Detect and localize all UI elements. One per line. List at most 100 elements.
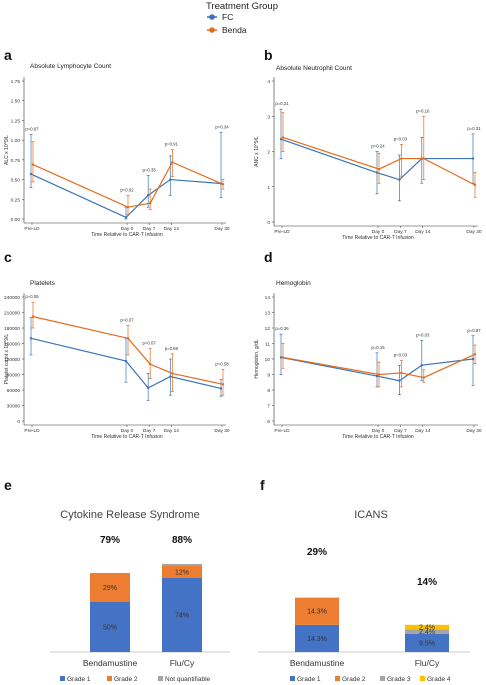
p-value-annotation: p=0.03 xyxy=(394,136,408,141)
data-point xyxy=(420,364,423,367)
data-point xyxy=(473,353,477,356)
category-label: Flu/Cy xyxy=(415,658,440,668)
series-benda xyxy=(31,141,225,215)
legend-swatch xyxy=(209,27,215,33)
panel-letter: d xyxy=(264,249,273,265)
y-tick-label: 10 xyxy=(265,357,271,363)
bar-data-label: 12% xyxy=(175,570,189,577)
p-value-annotation: p=0.91 xyxy=(165,142,179,147)
data-point xyxy=(171,161,174,164)
chart-title: Cytokine Release Syndrome xyxy=(60,509,199,521)
y-axis-label: Hemoglobin, g/dL xyxy=(254,339,260,378)
data-point xyxy=(471,357,475,361)
p-value-annotation: p=0.02 xyxy=(120,187,134,192)
p-value-annotation: p=0.16 xyxy=(416,108,430,113)
data-point xyxy=(422,376,425,379)
panel-letter: f xyxy=(260,477,265,493)
x-tick-label: Day 0 xyxy=(372,229,385,235)
data-point xyxy=(279,356,283,359)
p-value-annotation: p=0.03 xyxy=(394,353,408,358)
data-point xyxy=(398,178,401,181)
bar-segment xyxy=(90,573,130,602)
data-point xyxy=(169,178,172,181)
legend-swatch xyxy=(209,14,215,20)
data-point xyxy=(31,163,35,166)
data-point xyxy=(169,375,172,378)
chart-panel-e: e Cytokine Release Syndrome 50% 29% 79% Benda… xyxy=(4,477,230,683)
series-benda xyxy=(31,301,225,396)
bar-segment xyxy=(162,564,202,566)
y-tick-label: 14 xyxy=(265,295,271,301)
y-tick-label: 1.00 xyxy=(11,138,21,144)
panel-letter: c xyxy=(4,249,12,265)
panel-letter: b xyxy=(264,47,273,63)
chart-panel-c: c Platelets 0 30000 60000 90000 120000 150000 18… xyxy=(4,249,230,440)
x-tick-label: Day 0 xyxy=(372,428,385,434)
bar-total-label: 88% xyxy=(172,535,192,546)
x-axis-label: Time Relative to CAR-T Infusion xyxy=(91,232,163,238)
legend-swatch xyxy=(290,676,295,681)
legend-swatch xyxy=(335,676,340,681)
x-tick-label: Day 30 xyxy=(466,229,482,235)
x-tick-label: Day 0 xyxy=(121,226,134,232)
y-tick-label: 0.00 xyxy=(11,217,21,223)
series-benda xyxy=(281,112,477,198)
p-value-annotation: p=0.03 xyxy=(416,332,430,337)
data-point xyxy=(148,362,152,366)
data-point xyxy=(377,167,381,171)
bar-data-label: 2.4% xyxy=(419,629,435,636)
chart-title: ICANS xyxy=(354,509,388,521)
bar-segment xyxy=(405,624,449,630)
legend-swatch xyxy=(60,676,65,681)
data-point xyxy=(400,157,403,160)
data-point xyxy=(398,379,401,382)
x-tick-label: Pre-LD xyxy=(24,226,40,232)
legend-label: FC xyxy=(222,12,233,22)
legend-label: Grade 3 xyxy=(387,676,411,683)
legend-swatch xyxy=(158,676,163,681)
data-point xyxy=(124,359,128,363)
p-value-annotation: p=0.24 xyxy=(371,144,385,149)
y-tick-label: 7 xyxy=(267,404,270,410)
chart-title: Absolute Lymphocyte Count xyxy=(30,63,111,70)
p-value-annotation: p=0.87 xyxy=(467,328,481,333)
x-axis-label: Time Relative to CAR-T Infusion xyxy=(91,434,163,440)
data-point xyxy=(471,157,475,160)
p-value-annotation: p=0.07 xyxy=(143,341,157,346)
legend-swatch xyxy=(380,676,385,681)
x-tick-label: Day 14 xyxy=(415,428,431,434)
category-label: Flu/Cy xyxy=(170,658,195,668)
x-tick-label: Day 7 xyxy=(143,226,156,232)
legend-label: Grade 1 xyxy=(297,676,321,683)
x-tick-label: Day 7 xyxy=(143,428,156,434)
p-value-annotation: p=0.34 xyxy=(215,124,229,129)
chart-panel-d: d Hemoglobin 6 7 8 9 10 11 12 13 14 Pre-LD Day 0 Day … xyxy=(254,249,482,440)
bar-data-label: 74% xyxy=(175,613,189,620)
chart-panel-a: a Absolute Lymphocyte Count 0.00 0.25 0.50 0.… xyxy=(4,47,230,238)
data-point xyxy=(124,216,128,219)
p-value-annotation: p=0.07 xyxy=(120,317,134,322)
x-axis-label: Time Relative to CAR-T Infusion xyxy=(342,235,414,241)
category-label: Bendamustine xyxy=(290,658,345,668)
x-tick-label: Pre-LD xyxy=(274,229,290,235)
data-point xyxy=(400,371,403,375)
x-tick-label: Pre-LD xyxy=(274,428,290,434)
x-tick-label: Day 7 xyxy=(394,428,407,434)
y-tick-label: 1 xyxy=(267,185,270,191)
y-tick-label: 120000 xyxy=(4,357,20,363)
series-fc xyxy=(29,317,223,401)
data-point xyxy=(146,386,150,390)
bar-data-label: 2.4% xyxy=(419,625,435,632)
y-tick-label: 1.75 xyxy=(11,79,21,85)
bar-segment xyxy=(162,578,202,652)
legend-label: Grade 1 xyxy=(67,676,91,683)
panel-letter: e xyxy=(4,477,12,493)
y-tick-label: 3 xyxy=(267,114,270,120)
data-point xyxy=(221,383,225,386)
legend-title: Treatment Group xyxy=(206,1,278,12)
chart-panel-f: f ICANS 14.3% 14.3% 29% Bendamustine 9.5% 2.4%2… xyxy=(258,477,470,683)
data-point xyxy=(375,374,379,378)
bar-data-label: 9.5% xyxy=(419,640,435,647)
bar-segment xyxy=(90,602,130,652)
panel-letter: a xyxy=(4,47,12,63)
